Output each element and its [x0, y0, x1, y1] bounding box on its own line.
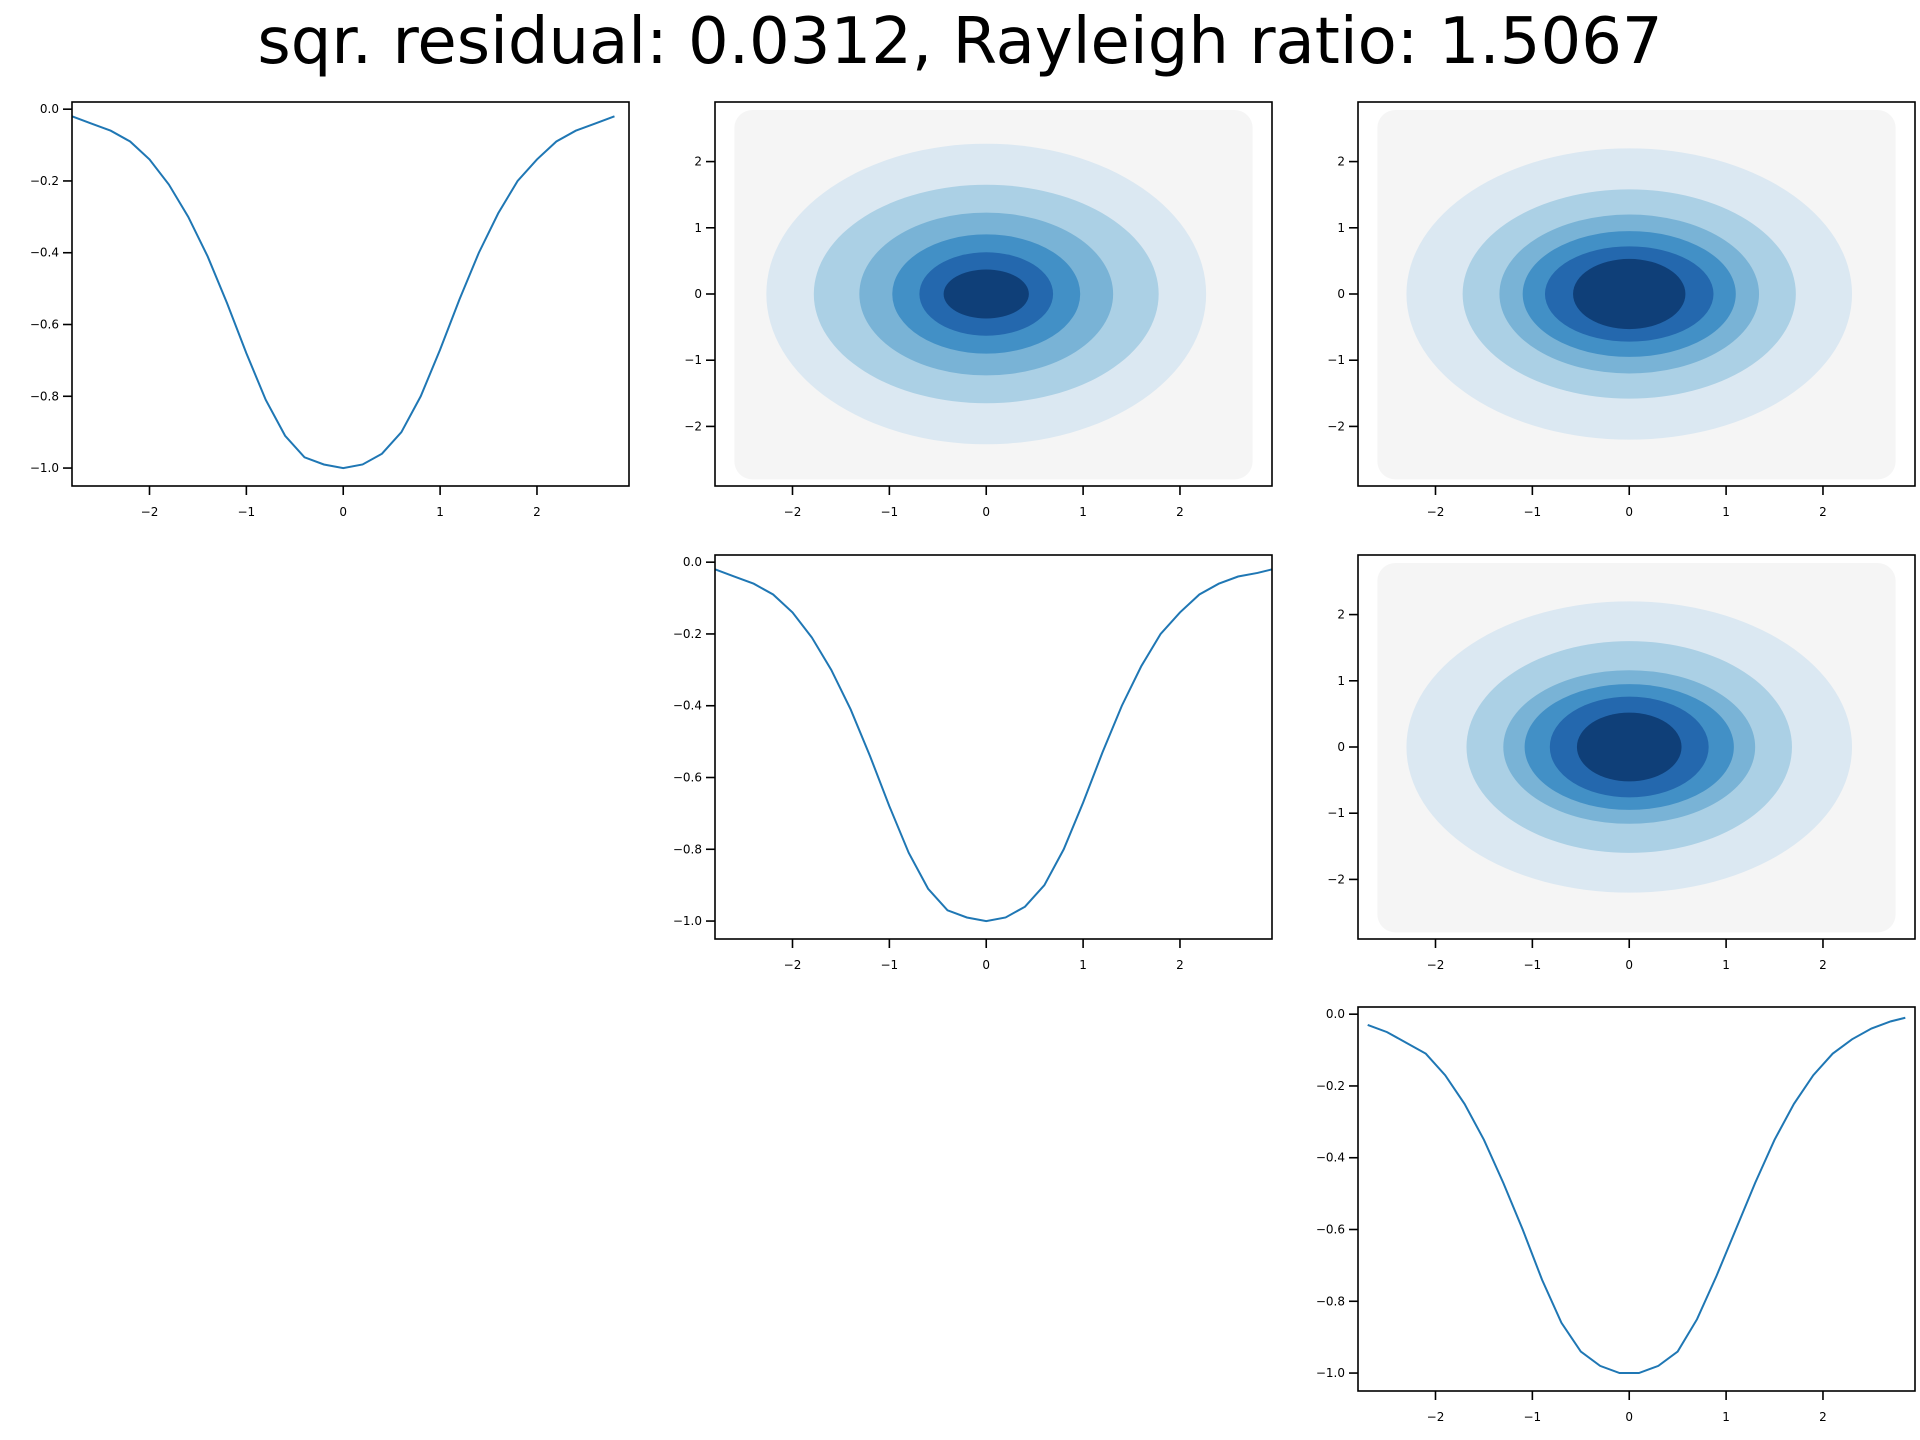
- x-tick-label: 1: [1722, 958, 1730, 972]
- x-tick-label: 2: [1176, 505, 1184, 519]
- series-line: [1367, 1016, 1906, 1375]
- y-tick-label: −0.2: [30, 174, 59, 188]
- x-tick-label: 1: [436, 505, 444, 519]
- panel-row1-col2: −2 −1 0 1 2 2 1 0 −1 −2: [684, 101, 1273, 519]
- x-tick-label: −1: [881, 505, 899, 519]
- contour-fill: [1377, 109, 1896, 480]
- y-tick-label: −0.8: [1316, 1294, 1345, 1308]
- y-tick-label: −1.0: [673, 914, 702, 928]
- x-tick-label: −2: [784, 505, 802, 519]
- y-tick-label: −0.6: [1316, 1223, 1345, 1237]
- y-tick-label: −0.6: [30, 318, 59, 332]
- panel-row1-col3: −2 −1 0 1 2 2 1 0 −1 −2: [1327, 101, 1916, 519]
- y-tick-label: −0.2: [1316, 1079, 1345, 1093]
- x-tick-label: 0: [1625, 958, 1633, 972]
- x-tick-label: 0: [1625, 1410, 1633, 1424]
- panel-row2-col3: −2 −1 0 1 2 2 1 0 −1 −2: [1327, 554, 1916, 972]
- axes-frame: [71, 101, 630, 487]
- figure-title: sqr. residual: 0.0312, Rayleigh ratio: 1…: [257, 5, 1663, 79]
- x-tick-label: 2: [1819, 1410, 1827, 1424]
- contour-level-6: [1573, 258, 1686, 330]
- x-tick-label: 1: [1079, 958, 1087, 972]
- x-tick-label: −1: [1524, 505, 1542, 519]
- axes-frame: [714, 554, 1273, 940]
- y-tick-label: −1: [1327, 806, 1345, 820]
- x-tick-label: −1: [238, 505, 256, 519]
- y-tick-label: 0.0: [683, 555, 702, 569]
- y-tick-label: −0.4: [673, 699, 702, 713]
- x-tick-label: 0: [1625, 505, 1633, 519]
- x-tick-label: 2: [533, 505, 541, 519]
- y-tick-label: −0.6: [673, 771, 702, 785]
- x-tick-label: 0: [982, 958, 990, 972]
- x-tick-label: 0: [982, 505, 990, 519]
- axes-frame: [1357, 1006, 1916, 1392]
- x-tick-label: −1: [1524, 958, 1542, 972]
- x-tick-label: 0: [339, 505, 347, 519]
- y-tick-label: −2: [684, 419, 702, 433]
- series-line: [72, 115, 615, 470]
- y-tick-label: 0.0: [1326, 1007, 1345, 1021]
- y-tick-label: −1: [1327, 353, 1345, 367]
- contour-fill: [1377, 562, 1896, 933]
- x-tick-label: 2: [1176, 958, 1184, 972]
- y-tick-label: −2: [1327, 872, 1345, 886]
- y-tick-label: −1: [684, 353, 702, 367]
- x-tick-label: −2: [1427, 505, 1445, 519]
- y-tick-label: 2: [1337, 608, 1345, 622]
- y-tick-label: −0.4: [1316, 1151, 1345, 1165]
- x-tick-label: −1: [1524, 1410, 1542, 1424]
- y-tick-label: 2: [1337, 155, 1345, 169]
- y-tick-label: −2: [1327, 419, 1345, 433]
- y-tick-label: −1.0: [30, 461, 59, 475]
- x-tick-label: 1: [1722, 505, 1730, 519]
- y-tick-label: −0.4: [30, 246, 59, 260]
- x-tick-label: −2: [141, 505, 159, 519]
- x-tick-label: 2: [1819, 958, 1827, 972]
- x-tick-label: 1: [1722, 1410, 1730, 1424]
- panel-row3-col3: −2 −1 0 1 2 0.0 −0.2 −0.4 −0.6 −0.8 −1.0: [1316, 1006, 1916, 1424]
- contour-fill: [734, 109, 1253, 480]
- x-tick-label: 2: [1819, 505, 1827, 519]
- panel-row1-col1: −2 −1 0 1 2 0.0 −0.2 −0.4 −0.6 −0.8 −1.0: [30, 101, 630, 519]
- y-tick-label: 1: [1337, 674, 1345, 688]
- y-tick-label: 0: [1337, 740, 1345, 754]
- y-tick-label: 0: [1337, 287, 1345, 301]
- x-tick-label: 1: [1079, 505, 1087, 519]
- x-tick-label: −2: [1427, 1410, 1445, 1424]
- y-tick-label: 0.0: [40, 102, 59, 116]
- contour-level-6: [1576, 712, 1682, 782]
- y-tick-label: 0: [694, 287, 702, 301]
- y-tick-label: 1: [1337, 221, 1345, 235]
- contour-level-6: [943, 269, 1029, 319]
- y-tick-label: −0.2: [673, 627, 702, 641]
- y-tick-label: −0.8: [30, 389, 59, 403]
- x-tick-label: −2: [1427, 958, 1445, 972]
- series-line: [715, 568, 1272, 923]
- x-tick-label: −1: [881, 958, 899, 972]
- y-tick-label: 2: [694, 155, 702, 169]
- y-tick-label: −1.0: [1316, 1366, 1345, 1380]
- y-tick-label: −0.8: [673, 842, 702, 856]
- x-tick-label: −2: [784, 958, 802, 972]
- panel-row2-col2: −2 −1 0 1 2 0.0 −0.2 −0.4 −0.6 −0.8 −1.0: [673, 554, 1273, 972]
- y-tick-label: 1: [694, 221, 702, 235]
